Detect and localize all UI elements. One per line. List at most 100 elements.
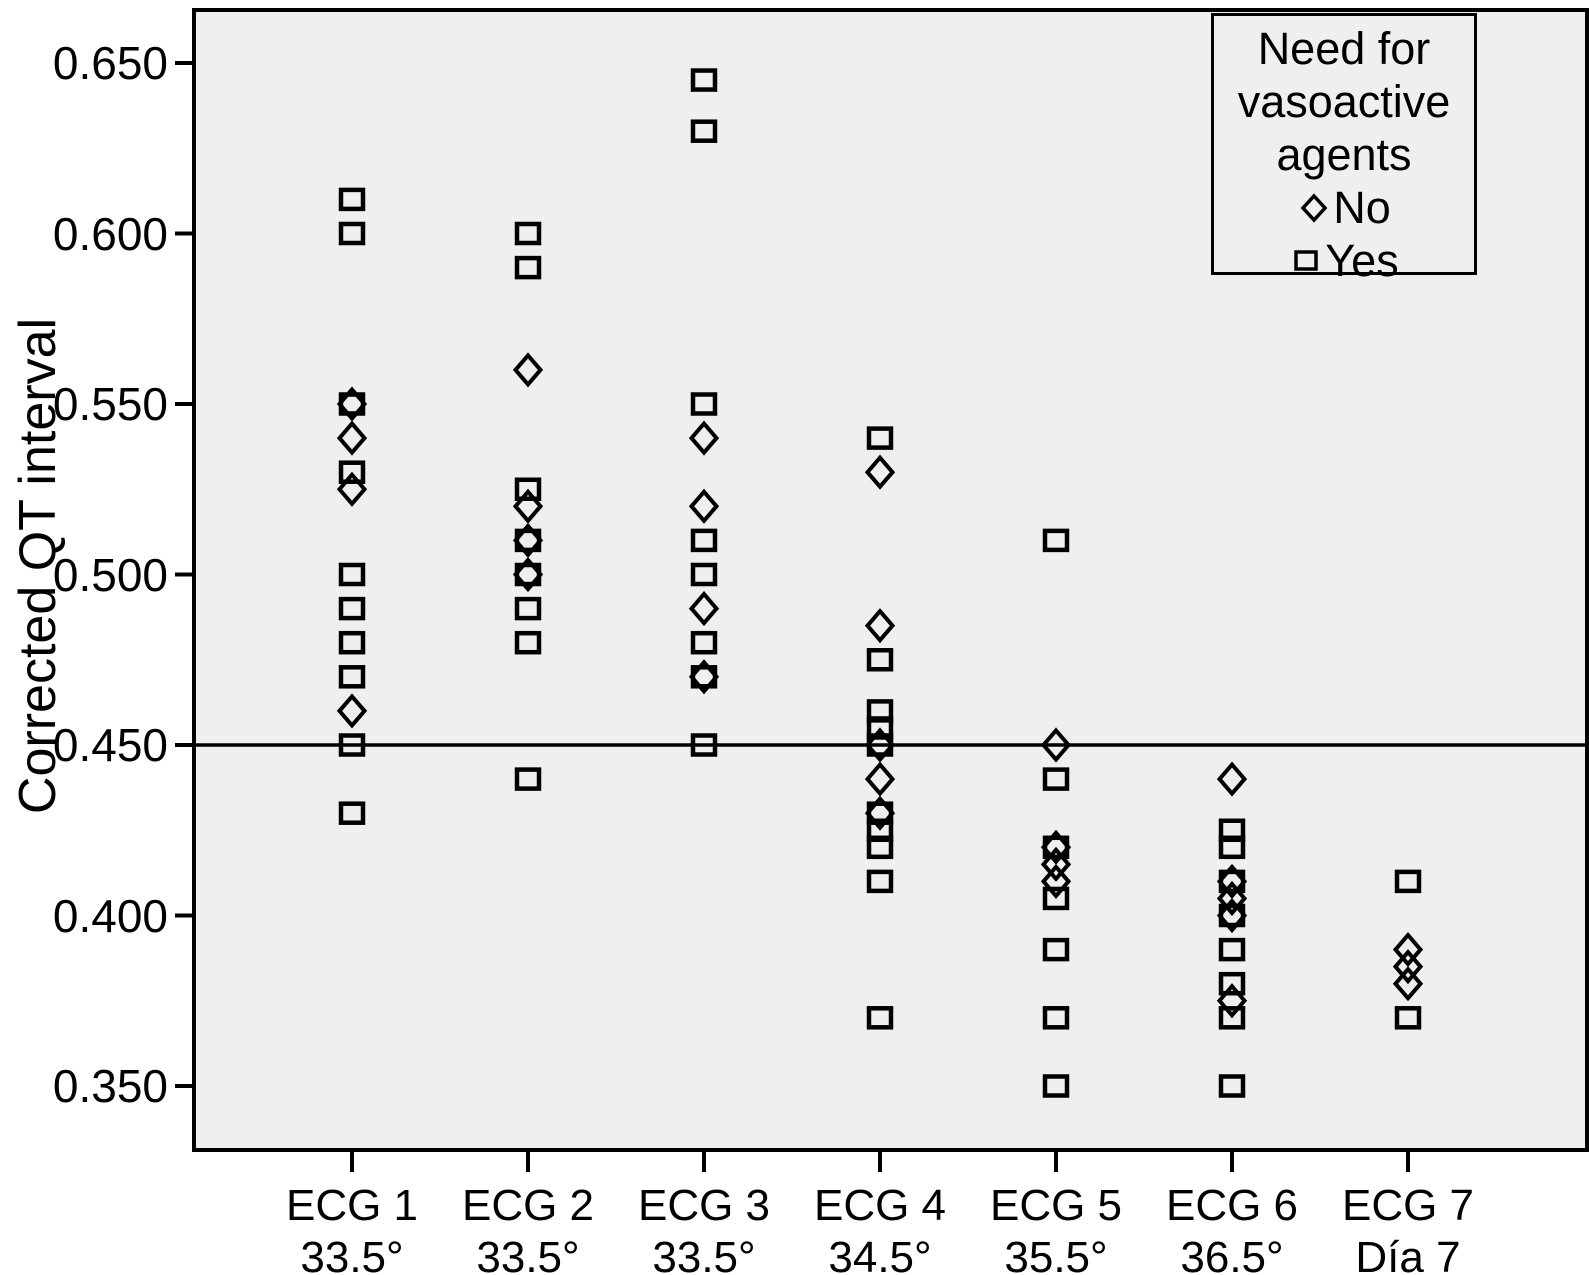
data-point-square-yes (514, 255, 542, 280)
data-point-square-yes (514, 477, 542, 501)
data-point-diamond-no (1216, 983, 1248, 1019)
x-tick-label-line1: ECG 1 (285, 1181, 419, 1230)
data-point-square-yes (1042, 767, 1070, 791)
data-point-diamond-no (512, 522, 544, 558)
data-point-square-yes (690, 392, 718, 416)
data-point-square-yes (1218, 835, 1246, 860)
data-point-square-yes (1042, 528, 1070, 553)
data-point-square-yes (514, 630, 542, 655)
data-point-square-yes (338, 596, 366, 621)
data-point-square-yes (1042, 886, 1070, 911)
x-tick-label-ecg-2: ECG 2 33.5° (418, 1180, 638, 1275)
data-point-square-yes (338, 733, 366, 757)
data-point-diamond-no (864, 795, 896, 831)
data-point-square-yes (866, 426, 894, 450)
y-tick-label: 0.400 (52, 889, 168, 942)
data-point-diamond-no (688, 488, 720, 524)
x-tick-label-line2: 36.5° (1180, 1233, 1284, 1275)
data-point-square-yes (514, 221, 542, 246)
data-point-square-yes (338, 460, 366, 484)
data-point-diamond-no (1040, 727, 1072, 763)
x-tick-label-line1: ECG 6 (1165, 1181, 1299, 1230)
data-point-square-yes (1218, 937, 1246, 962)
legend-entry-no: No (1297, 181, 1391, 234)
data-point-square-yes (1218, 1074, 1246, 1098)
data-point-square-yes (690, 68, 718, 92)
data-point-diamond-no (336, 420, 368, 456)
x-tick-label-line1: ECG 7 (1341, 1181, 1475, 1230)
y-tick-label: 0.550 (52, 378, 168, 430)
data-point-square-yes (1042, 1006, 1070, 1030)
data-point-square-yes (338, 801, 366, 825)
x-tick-label-ecg-1: ECG 1 33.5° (242, 1180, 462, 1275)
legend-title-line-2: vasoactive (1237, 76, 1451, 127)
data-point-square-yes (866, 648, 894, 672)
data-point-square-yes (338, 665, 366, 689)
data-point-square-yes (690, 733, 718, 757)
data-point-square-yes (1218, 971, 1246, 996)
data-point-square-yes (1218, 1006, 1246, 1030)
data-point-square-yes (514, 596, 542, 621)
data-point-diamond-no (336, 386, 368, 422)
data-point-diamond-no (336, 471, 368, 507)
legend-entry-yes-label: Yes (1325, 235, 1399, 286)
data-point-diamond-no (512, 352, 544, 388)
data-point-diamond-no (512, 556, 544, 593)
data-point-diamond-no (1040, 863, 1072, 899)
legend-title-line-1: Need for (1257, 23, 1431, 74)
data-point-diamond-no (688, 659, 720, 695)
data-point-square-yes (338, 187, 366, 212)
data-point-square-yes (514, 767, 542, 791)
square-marker-icon (1294, 249, 1319, 271)
x-tick-label-ecg-5: ECG 5 35.5° (946, 1180, 1166, 1275)
data-point-square-yes (338, 221, 366, 246)
data-point-square-yes (1042, 1074, 1070, 1098)
x-tick-label-line2: 35.5° (1004, 1233, 1108, 1275)
y-tick-label: 0.650 (52, 37, 168, 89)
data-point-diamond-no (1040, 846, 1072, 882)
x-tick-label-line2: 33.5° (476, 1233, 580, 1275)
data-point-diamond-no (688, 420, 720, 456)
data-point-square-yes (690, 119, 718, 143)
data-point-diamond-no (1216, 880, 1248, 917)
x-tick-label-line2: Día 7 (1355, 1233, 1461, 1275)
data-point-square-yes (866, 869, 894, 894)
data-point-diamond-no (688, 591, 720, 627)
legend-entry-yes: Yes (1289, 234, 1399, 287)
x-tick-label-line1: ECG 3 (637, 1181, 771, 1230)
data-point-diamond-no (1216, 761, 1248, 797)
data-point-diamond-no (1040, 829, 1072, 865)
x-tick-label-line2: 33.5° (652, 1233, 756, 1275)
legend-entry-no-label: No (1333, 182, 1391, 233)
data-point-diamond-no (1392, 966, 1424, 1002)
legend-title-line-3: agents (1276, 129, 1412, 180)
y-tick-label: 0.600 (52, 207, 168, 260)
data-point-diamond-no (1392, 932, 1424, 968)
data-point-diamond-no (1216, 897, 1248, 934)
data-point-square-yes (1394, 869, 1422, 894)
data-point-diamond-no (864, 608, 896, 644)
legend-box: Need for vasoactive agents No Yes (1211, 13, 1477, 286)
data-point-square-yes (338, 630, 366, 655)
data-point-square-yes (866, 835, 894, 860)
data-point-diamond-no (864, 761, 896, 797)
x-tick-label-ecg-3: ECG 3 33.5° (594, 1180, 814, 1275)
x-tick-label-ecg-7: ECG 7 Día 7 (1298, 1180, 1518, 1275)
data-point-square-yes (690, 630, 718, 655)
data-point-square-yes (866, 1006, 894, 1030)
data-point-diamond-no (336, 693, 368, 729)
data-point-diamond-no (864, 454, 896, 490)
y-tick-label: 0.500 (52, 548, 168, 601)
y-tick-label: 0.350 (52, 1060, 168, 1112)
diamond-marker-icon (1300, 192, 1328, 223)
data-point-diamond-no (1392, 949, 1424, 985)
data-point-diamond-no (512, 488, 544, 524)
x-tick-label-line1: ECG 2 (461, 1181, 595, 1230)
y-tick-label: 0.450 (52, 719, 168, 771)
data-point-diamond-no (864, 727, 896, 763)
data-point-diamond-no (1216, 863, 1248, 899)
data-point-square-yes (690, 562, 718, 587)
x-tick-label-line1: ECG 4 (813, 1181, 947, 1230)
